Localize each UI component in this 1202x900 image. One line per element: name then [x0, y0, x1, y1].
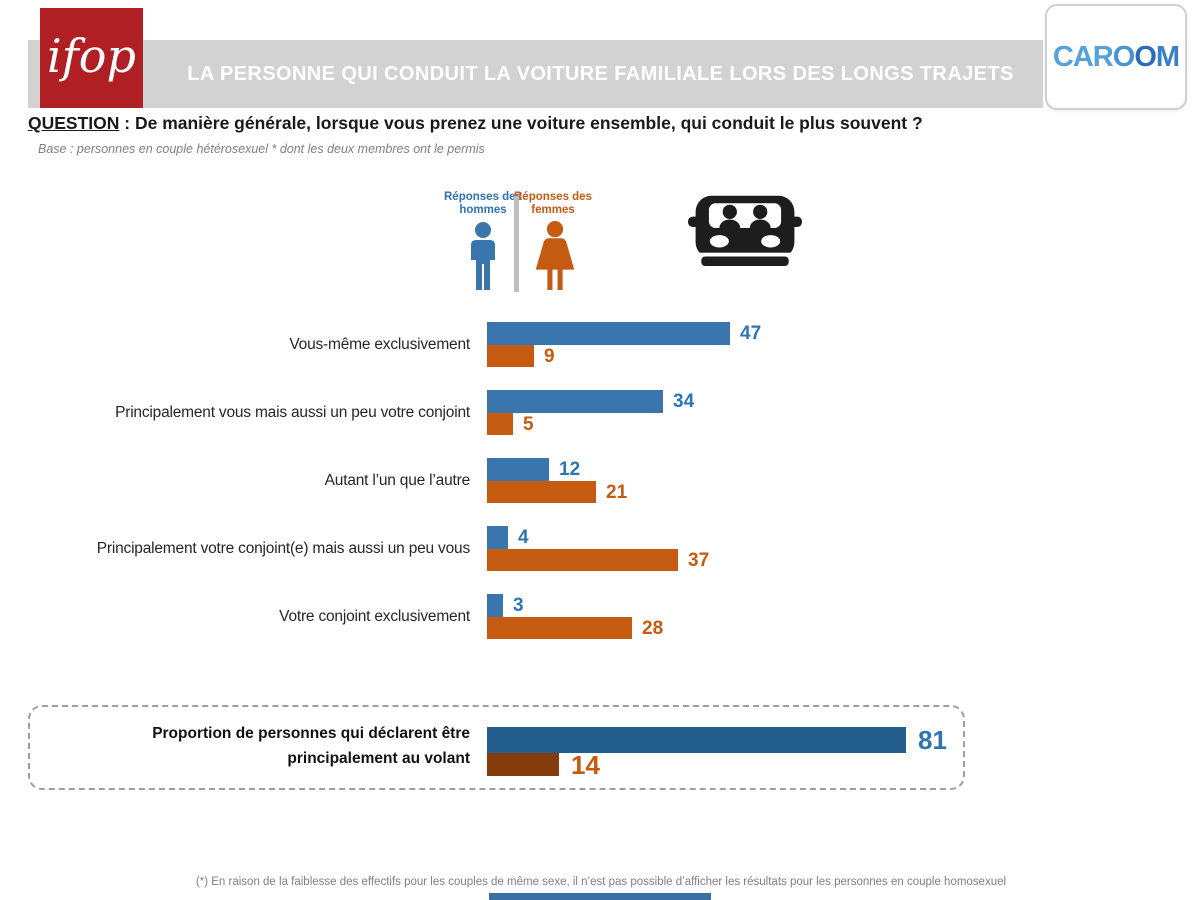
page-title: LA PERSONNE QUI CONDUIT LA VOITURE FAMIL… [187, 62, 1014, 85]
question-text: De manière générale, lorsque vous prenez… [134, 113, 923, 133]
question-separator: : [119, 113, 135, 133]
women-bar [487, 345, 534, 367]
summary-women-value: 14 [571, 749, 600, 780]
summary-women-bar [487, 753, 559, 776]
bottom-decorative-strip [489, 893, 711, 900]
legend-divider [514, 196, 519, 292]
men-value: 34 [673, 391, 695, 412]
category-label: Vous-même exclusivement [289, 335, 470, 353]
summary-men-bar [487, 727, 906, 753]
men-bar [487, 594, 503, 617]
question-label: QUESTION [28, 113, 120, 133]
caroom-logo: CAROOM [1045, 4, 1187, 110]
caroom-seg-3: O [1134, 40, 1157, 73]
ifop-logo-text: ifop [47, 29, 136, 83]
legend-men-label: Réponses des hommes [444, 191, 522, 217]
category-label: Autant l’un que l’autre [324, 471, 471, 489]
men-value: 3 [513, 595, 524, 616]
chart-row: Vous-même exclusivement 47 9 [0, 322, 1000, 367]
footnote: (*) En raison de la faiblesse des effect… [195, 876, 1007, 888]
women-value: 9 [544, 345, 555, 367]
base-note: Base : personnes en couple hétérosexuel … [38, 142, 485, 156]
car-icon [688, 184, 802, 277]
question-line: QUESTION : De manière générale, lorsque … [28, 113, 923, 134]
man-icon [462, 222, 504, 292]
women-value: 28 [642, 617, 664, 639]
summary-label-line2: principalement au volant [287, 749, 470, 767]
women-value: 5 [523, 413, 534, 435]
category-label: Principalement votre conjoint(e) mais au… [96, 539, 470, 557]
summary-label: Proportion de personnes qui déclarent êt… [100, 722, 470, 772]
ifop-logo: ifop [40, 8, 143, 108]
woman-icon [527, 221, 583, 292]
chart-row: Votre conjoint exclusivement 3 28 [0, 594, 1000, 639]
header-band: LA PERSONNE QUI CONDUIT LA VOITURE FAMIL… [28, 40, 1043, 108]
chart-row: Autant l’un que l’autre 12 21 [0, 458, 1000, 503]
men-value: 4 [518, 527, 529, 548]
caroom-seg-4: M [1155, 40, 1180, 73]
legend-women-label: Réponses des femmes [514, 191, 592, 217]
summary-men-value: 81 [918, 725, 947, 755]
women-bar [487, 481, 596, 503]
men-bar [487, 526, 508, 549]
men-value: 47 [740, 323, 762, 344]
summary-label-line1: Proportion de personnes qui déclarent êt… [152, 725, 470, 742]
women-bar [487, 413, 513, 435]
women-value: 21 [606, 481, 628, 503]
women-bar [487, 549, 678, 571]
men-bar [487, 458, 549, 481]
chart-row: Principalement vous mais aussi un peu vo… [0, 390, 1000, 435]
chart-row: Principalement votre conjoint(e) mais au… [0, 526, 1000, 571]
women-value: 37 [688, 549, 710, 571]
men-bar [487, 390, 663, 413]
caroom-logo-text: CAROOM [1052, 40, 1180, 74]
caroom-seg-2: O [1112, 40, 1136, 73]
summary-bars: 81 14 [487, 725, 947, 780]
men-bar [487, 322, 730, 345]
women-bar [487, 617, 632, 639]
category-label: Principalement vous mais aussi un peu vo… [115, 403, 470, 421]
caroom-seg-1: CAR [1052, 40, 1114, 73]
summary-box [28, 705, 965, 790]
men-value: 12 [559, 459, 581, 480]
category-label: Votre conjoint exclusivement [279, 607, 470, 625]
